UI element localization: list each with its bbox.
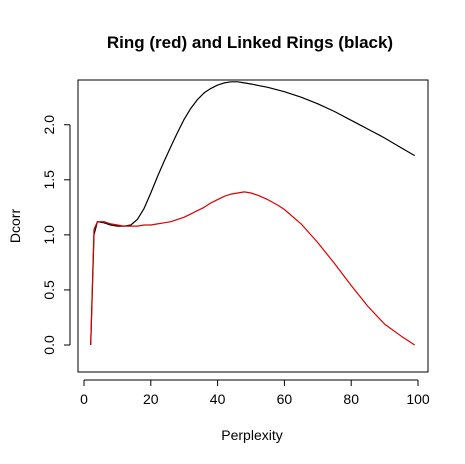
series-line-red [90, 191, 416, 346]
y-tick-label: 1.0 [41, 225, 57, 245]
x-axis-label: Perplexity [221, 427, 282, 443]
x-tick-label: 40 [210, 391, 226, 407]
series-layer [90, 81, 416, 346]
plot-frame [77, 79, 429, 373]
y-tick-label: 0.5 [41, 280, 57, 300]
x-tick-label: 80 [343, 391, 359, 407]
x-tick-label: 60 [277, 391, 293, 407]
x-tick-label: 20 [143, 391, 159, 407]
x-tick-label: 100 [406, 391, 430, 407]
x-tick-label: 0 [80, 391, 88, 407]
chart-title: Ring (red) and Linked Rings (black) [107, 33, 393, 52]
y-tick-label: 0.0 [41, 335, 57, 355]
y-tick-label: 2.0 [41, 115, 57, 135]
y-axis: 0.0 0.5 1.0 1.5 2.0 [41, 115, 71, 355]
y-axis-label: Dcorr [7, 209, 23, 244]
series-line-black [90, 81, 415, 346]
y-tick-label: 1.5 [41, 170, 57, 190]
x-axis: 0 20 40 60 80 100 [80, 379, 430, 407]
